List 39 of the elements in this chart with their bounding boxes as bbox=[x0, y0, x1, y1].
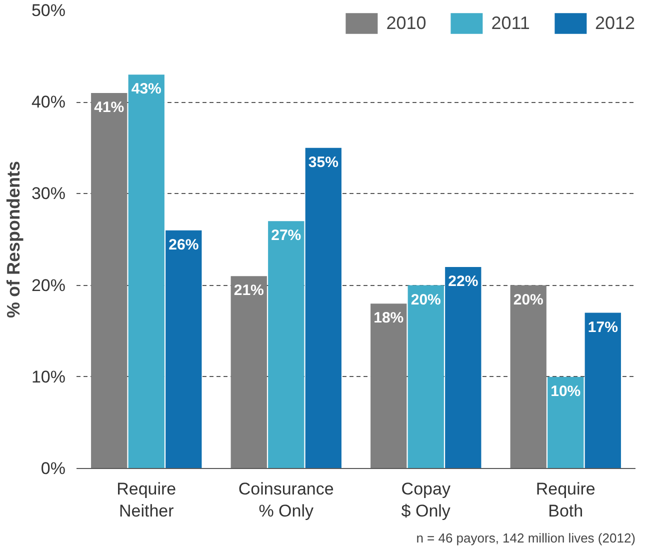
y-tick-label: 40% bbox=[31, 92, 66, 112]
bar bbox=[445, 266, 482, 468]
data-label: 35% bbox=[308, 154, 338, 171]
data-label: 41% bbox=[94, 98, 124, 116]
x-tick-label: Copay $ Only bbox=[401, 480, 451, 520]
data-label: 18% bbox=[374, 310, 404, 327]
bar bbox=[230, 276, 267, 468]
bar bbox=[408, 285, 444, 468]
y-tick-label: 50% bbox=[31, 1, 66, 20]
data-label: 20% bbox=[410, 291, 441, 308]
bar bbox=[584, 312, 621, 468]
bar bbox=[268, 221, 304, 468]
y-tick-label: 20% bbox=[31, 276, 66, 295]
data-label: 26% bbox=[168, 236, 199, 254]
bar bbox=[510, 285, 546, 468]
text: n = 46 payors, 142 million lives (2012) bbox=[416, 530, 636, 546]
data-label: 10% bbox=[550, 382, 581, 400]
data-label: 43% bbox=[131, 80, 162, 98]
data-label: 20% bbox=[513, 291, 544, 308]
x-tick-label: Require Both bbox=[536, 480, 596, 520]
legend-label: 2010 bbox=[386, 12, 426, 34]
bar bbox=[166, 230, 202, 468]
data-label: 27% bbox=[271, 227, 302, 244]
y-tick-label: 10% bbox=[31, 367, 66, 386]
bar bbox=[91, 92, 128, 468]
y-tick-label: 30% bbox=[31, 184, 66, 204]
bar bbox=[370, 304, 407, 468]
data-label: 22% bbox=[448, 272, 478, 290]
x-tick-label: Require Neither bbox=[116, 480, 176, 520]
y-axis-title: % of Respondents bbox=[3, 160, 24, 318]
y-tick-label: 0% bbox=[40, 459, 66, 478]
x-tick-label: Coinsurance % Only bbox=[238, 480, 334, 520]
legend-label: 2012 bbox=[594, 12, 635, 34]
data-label: 17% bbox=[588, 318, 618, 336]
bar bbox=[305, 148, 342, 468]
data-label: 21% bbox=[234, 282, 264, 300]
bar bbox=[128, 74, 164, 468]
legend-label: 2011 bbox=[491, 12, 530, 34]
bar bbox=[548, 376, 584, 468]
